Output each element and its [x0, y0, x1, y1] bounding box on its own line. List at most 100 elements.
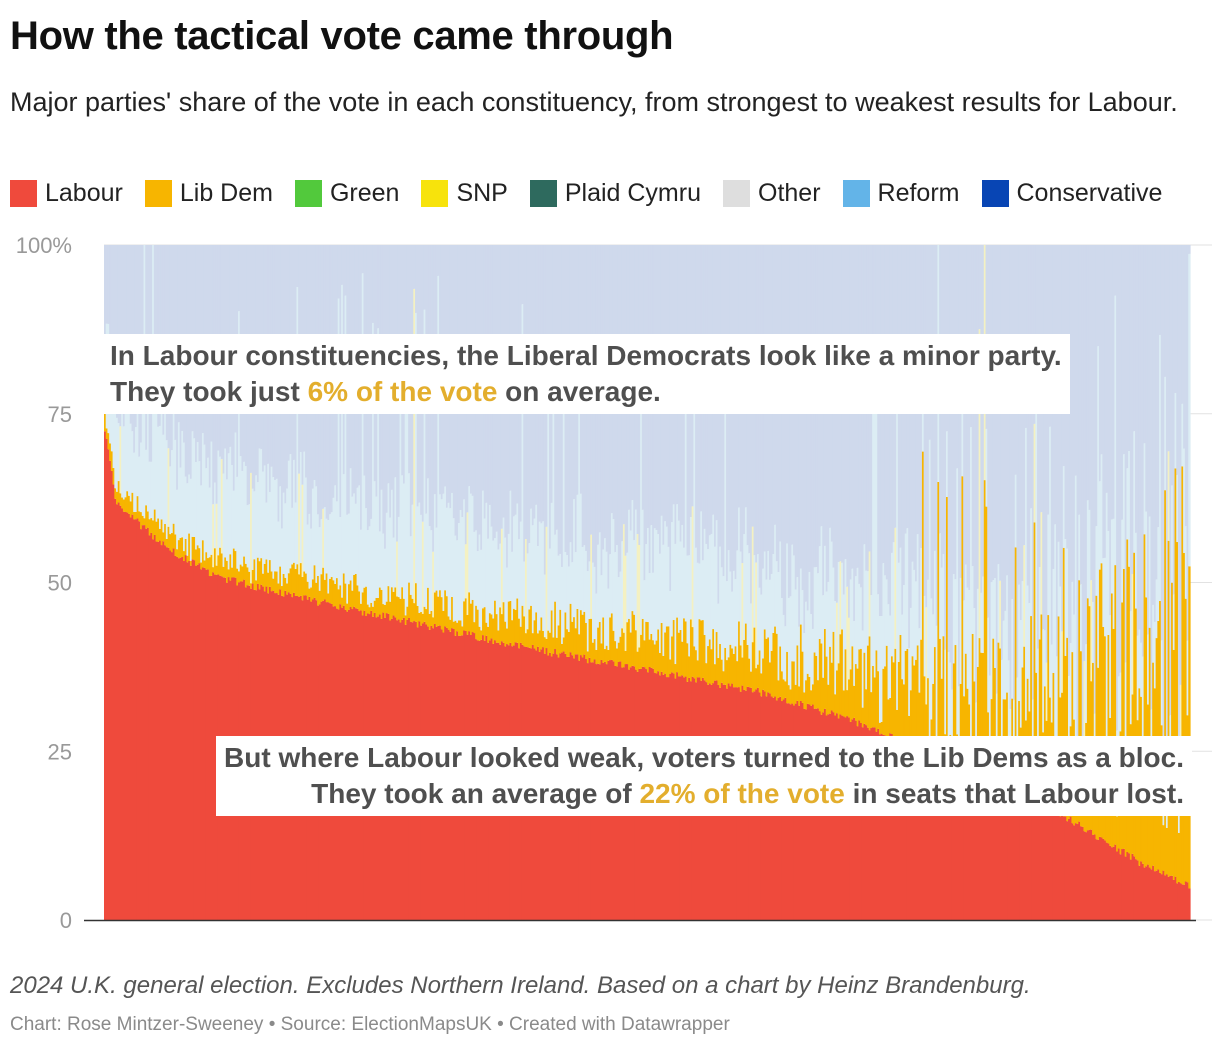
bar-reform-conservative-faded — [1090, 245, 1093, 581]
bar-libdem — [179, 537, 182, 558]
bar-libdem — [1126, 539, 1129, 853]
bar-labour — [196, 564, 200, 920]
bar-other-faded — [614, 552, 617, 642]
bar-libdem — [418, 612, 421, 622]
bar-libdem — [232, 548, 236, 578]
bar-reform-conservative-faded — [126, 245, 129, 395]
bar-other-faded — [140, 442, 143, 513]
bar-other-faded — [1040, 512, 1043, 615]
bar-other-faded — [655, 529, 658, 641]
bar-reform-conservative-faded — [875, 245, 878, 375]
bar-other-faded — [866, 571, 870, 646]
bar-other-faded — [227, 453, 231, 570]
bar-other-faded — [339, 517, 342, 586]
bar-other-faded — [411, 504, 414, 599]
bar-libdem — [488, 613, 492, 641]
bar-libdem — [287, 573, 291, 593]
bar-libdem — [167, 526, 170, 548]
bar-other-faded — [899, 547, 902, 635]
bar-labour — [976, 771, 980, 920]
bar-libdem — [933, 647, 937, 759]
bar-libdem — [134, 511, 138, 520]
bar-other-faded — [196, 442, 200, 546]
bar-other-faded — [372, 322, 375, 607]
y-tick-label: 0 — [60, 908, 72, 933]
bar-reform-conservative-faded — [1131, 245, 1134, 574]
bar-libdem — [952, 663, 956, 768]
bar-other-faded — [600, 575, 603, 644]
bar-other-faded — [576, 494, 579, 609]
bar-other-faded — [817, 573, 820, 681]
bar-other-faded — [1105, 492, 1109, 788]
bar-reform-conservative-faded — [337, 245, 341, 299]
bar-labour — [148, 535, 151, 920]
bar-labour — [958, 764, 961, 920]
bar-libdem — [415, 583, 418, 622]
bar-libdem — [507, 601, 511, 646]
bar-reform-conservative-faded — [1184, 245, 1188, 527]
bar-libdem — [722, 671, 725, 685]
bar-other-faded — [531, 525, 535, 634]
bar-reform-conservative-faded — [1074, 245, 1078, 476]
bar-other-faded — [198, 461, 201, 549]
bar-libdem — [389, 601, 392, 621]
bar-libdem — [966, 688, 969, 774]
bar-labour — [1037, 806, 1040, 920]
bar-other-faded — [774, 524, 777, 627]
bar-reform-conservative-faded — [1061, 245, 1064, 632]
bar-libdem — [600, 643, 603, 660]
bar-labour — [1128, 853, 1131, 920]
bar-libdem — [148, 519, 151, 536]
bar-reform-conservative-faded — [128, 245, 131, 379]
bar-libdem — [318, 590, 322, 605]
bar-other-faded — [653, 528, 657, 645]
bar-labour — [128, 513, 131, 920]
bar-libdem — [901, 679, 904, 739]
bar-other-faded — [689, 516, 693, 620]
bar-libdem — [291, 564, 294, 598]
bar-other-faded — [349, 468, 353, 581]
bar-reform-conservative-faded — [153, 245, 157, 392]
bar-other-faded — [679, 541, 682, 630]
bar-labour — [1066, 821, 1069, 920]
bar-reform-conservative-faded — [921, 245, 925, 347]
bar-reform-conservative-faded — [437, 245, 440, 276]
bar-other-faded — [593, 566, 597, 640]
bar-labour — [1021, 795, 1024, 920]
bar-other-faded — [571, 562, 574, 622]
bar-libdem — [585, 622, 588, 660]
bar-libdem — [760, 673, 763, 697]
bar-labour — [863, 723, 866, 920]
bar-other-faded — [1184, 526, 1188, 599]
bar-other-faded — [459, 509, 463, 621]
bar-libdem — [629, 632, 633, 668]
bar-other-faded — [1110, 519, 1114, 594]
bar-labour — [827, 714, 830, 920]
bar-labour — [904, 746, 908, 920]
bar-other-faded — [248, 504, 251, 572]
bar-libdem — [830, 662, 834, 711]
chart-credit: Chart: Rose Mintzer-Sweeney • Source: El… — [10, 1014, 730, 1035]
bar-labour — [865, 725, 868, 920]
bar-other-faded — [875, 374, 878, 651]
bar-libdem — [251, 569, 255, 584]
bar-other-faded — [220, 459, 224, 554]
legend-item-lib-dem: Lib Dem — [144, 179, 273, 208]
bar-labour — [169, 550, 172, 920]
bar-labour — [1011, 789, 1014, 920]
bar-other-faded — [222, 473, 225, 567]
bar-other-faded — [939, 533, 942, 639]
bar-other-faded — [696, 562, 700, 661]
bar-libdem — [437, 596, 440, 626]
bar-reform-conservative-faded — [404, 245, 408, 353]
bar-libdem — [992, 638, 995, 786]
bar-libdem — [337, 589, 341, 610]
bar-other-faded — [791, 544, 794, 662]
annotation-bottom-line2-pre: They took an average of — [311, 778, 640, 809]
bar-labour — [112, 484, 115, 920]
bar-other-faded — [851, 568, 854, 647]
legend-label: Labour — [45, 178, 123, 207]
bar-reform-conservative-faded — [1181, 245, 1184, 404]
bar-libdem — [748, 658, 751, 688]
annotation-top-line2-post: on average. — [497, 376, 661, 407]
